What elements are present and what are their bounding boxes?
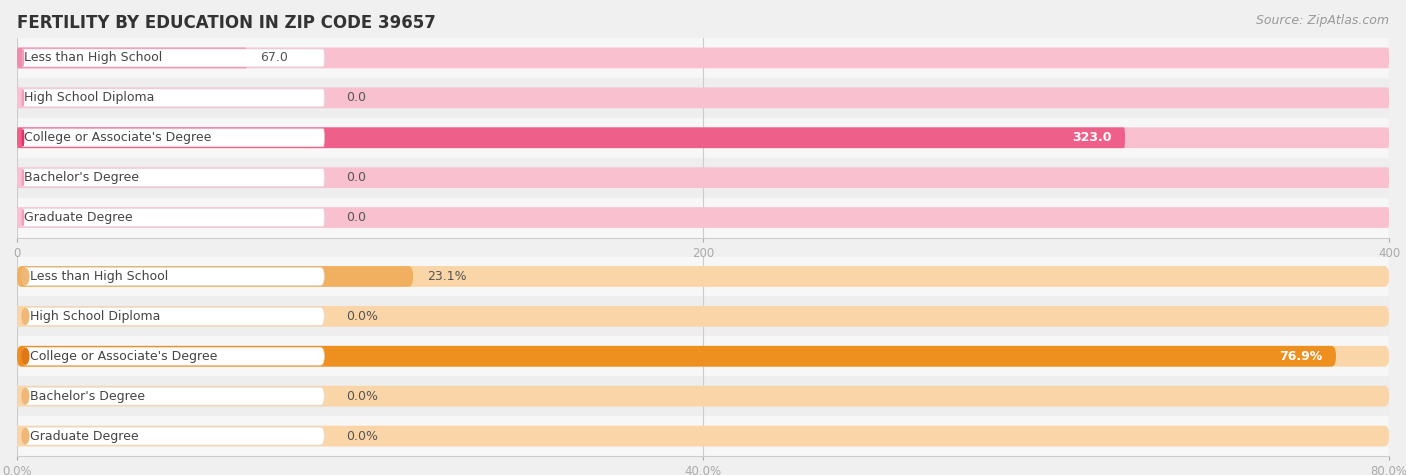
FancyBboxPatch shape (14, 426, 21, 446)
Text: Less than High School: Less than High School (24, 51, 162, 65)
FancyBboxPatch shape (17, 346, 1389, 367)
FancyBboxPatch shape (22, 267, 325, 285)
Text: Bachelor's Degree: Bachelor's Degree (24, 171, 139, 184)
FancyBboxPatch shape (22, 89, 325, 107)
FancyBboxPatch shape (17, 158, 1389, 198)
Text: 0.0%: 0.0% (346, 310, 378, 323)
Text: 323.0: 323.0 (1071, 131, 1111, 144)
FancyBboxPatch shape (17, 336, 1389, 376)
Circle shape (22, 268, 28, 285)
Text: FERTILITY BY EDUCATION IN ZIP CODE 39657: FERTILITY BY EDUCATION IN ZIP CODE 39657 (17, 14, 436, 32)
Text: 23.1%: 23.1% (427, 270, 467, 283)
Text: Graduate Degree: Graduate Degree (24, 211, 132, 224)
FancyBboxPatch shape (22, 129, 325, 147)
FancyBboxPatch shape (17, 416, 1389, 456)
FancyBboxPatch shape (17, 167, 1389, 188)
FancyBboxPatch shape (17, 346, 1336, 367)
FancyBboxPatch shape (22, 169, 325, 187)
Text: High School Diploma: High School Diploma (30, 310, 160, 323)
FancyBboxPatch shape (17, 426, 1389, 446)
Text: High School Diploma: High School Diploma (24, 91, 155, 104)
FancyBboxPatch shape (17, 48, 246, 68)
FancyBboxPatch shape (14, 386, 21, 407)
FancyBboxPatch shape (17, 87, 1389, 108)
FancyBboxPatch shape (14, 306, 21, 327)
FancyBboxPatch shape (22, 347, 325, 365)
Circle shape (22, 388, 28, 404)
FancyBboxPatch shape (17, 266, 1389, 287)
Text: 0.0%: 0.0% (346, 390, 378, 403)
FancyBboxPatch shape (17, 78, 1389, 118)
Text: Source: ZipAtlas.com: Source: ZipAtlas.com (1256, 14, 1389, 27)
Text: 76.9%: 76.9% (1279, 350, 1322, 363)
Text: 0.0%: 0.0% (346, 429, 378, 443)
FancyBboxPatch shape (17, 386, 1389, 407)
FancyBboxPatch shape (17, 118, 1389, 158)
FancyBboxPatch shape (17, 296, 1389, 336)
FancyBboxPatch shape (22, 49, 325, 67)
Circle shape (22, 348, 28, 364)
Text: 0.0: 0.0 (346, 211, 366, 224)
Text: College or Associate's Degree: College or Associate's Degree (24, 131, 211, 144)
Circle shape (22, 308, 28, 324)
FancyBboxPatch shape (17, 48, 1389, 68)
FancyBboxPatch shape (17, 376, 1389, 416)
FancyBboxPatch shape (17, 306, 1389, 327)
FancyBboxPatch shape (17, 256, 1389, 296)
FancyBboxPatch shape (17, 198, 1389, 238)
Text: Bachelor's Degree: Bachelor's Degree (30, 390, 145, 403)
FancyBboxPatch shape (17, 127, 1125, 148)
Text: College or Associate's Degree: College or Associate's Degree (30, 350, 218, 363)
FancyBboxPatch shape (22, 307, 325, 325)
Text: 0.0: 0.0 (346, 91, 366, 104)
FancyBboxPatch shape (22, 387, 325, 405)
Circle shape (22, 428, 28, 444)
FancyBboxPatch shape (17, 266, 413, 287)
Text: Graduate Degree: Graduate Degree (30, 429, 139, 443)
FancyBboxPatch shape (17, 207, 1389, 228)
Text: 0.0: 0.0 (346, 171, 366, 184)
FancyBboxPatch shape (17, 127, 1389, 148)
FancyBboxPatch shape (22, 209, 325, 227)
Text: Less than High School: Less than High School (30, 270, 169, 283)
FancyBboxPatch shape (17, 38, 1389, 78)
Text: 67.0: 67.0 (260, 51, 288, 65)
FancyBboxPatch shape (22, 427, 325, 445)
